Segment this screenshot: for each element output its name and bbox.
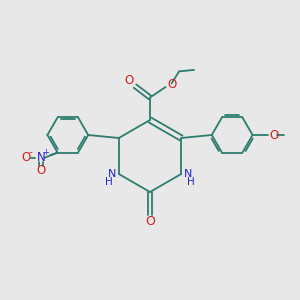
Text: N: N bbox=[108, 169, 116, 179]
Text: O: O bbox=[167, 77, 176, 91]
Text: O: O bbox=[269, 128, 278, 142]
Text: N: N bbox=[37, 151, 46, 164]
Text: H: H bbox=[187, 176, 195, 187]
Text: N: N bbox=[184, 169, 192, 179]
Text: O: O bbox=[145, 214, 155, 228]
Text: H: H bbox=[105, 176, 113, 187]
Text: +: + bbox=[42, 148, 49, 157]
Text: O: O bbox=[124, 74, 134, 87]
Text: O: O bbox=[37, 164, 46, 177]
Text: -: - bbox=[28, 147, 33, 157]
Text: O: O bbox=[22, 151, 31, 164]
